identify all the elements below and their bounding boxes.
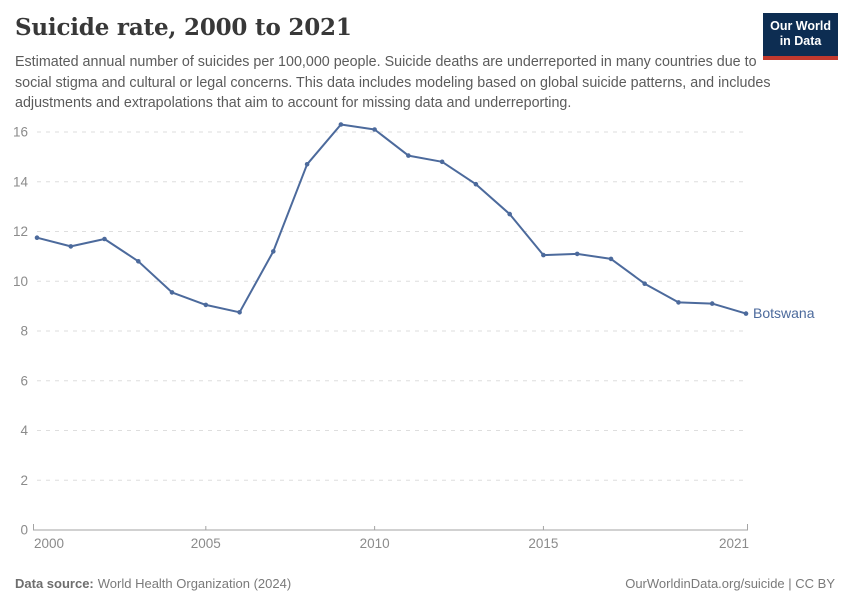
- data-point-marker: [34, 235, 40, 240]
- data-point-marker: [743, 311, 749, 316]
- line-chart: 0 2 4 6 8 10 12 14 16 2000 2005 2010 2015 2021 Botswan…: [13, 122, 815, 551]
- data-point-marker: [372, 127, 377, 132]
- x-tick-label: 2015: [528, 536, 558, 551]
- data-point-marker: [642, 281, 647, 286]
- y-tick-label: 8: [20, 324, 28, 339]
- data-point-marker: [541, 252, 546, 258]
- x-tick-label: 2010: [360, 536, 390, 551]
- data-point-marker: [574, 251, 580, 257]
- data-point-marker: [439, 159, 445, 165]
- data-source-value: World Health Organization (2024): [97, 576, 292, 591]
- data-point-marker: [304, 162, 310, 167]
- data-point-marker: [338, 122, 344, 127]
- owid-logo-line1: Our World: [770, 19, 831, 33]
- data-point-marker: [169, 290, 175, 295]
- data-point-marker: [136, 259, 141, 264]
- x-tick-label: 2021: [719, 536, 749, 551]
- data-source: Data source: World Health Organization (2…: [15, 576, 291, 591]
- y-tick-label: 16: [13, 125, 28, 140]
- data-point-marker: [102, 236, 107, 242]
- chart-subtitle: Estimated annual number of suicides per …: [15, 54, 771, 112]
- data-point-marker: [406, 153, 411, 158]
- data-source-label: Data source:: [15, 576, 94, 591]
- y-tick-label: 4: [20, 423, 28, 438]
- owid-logo-line2: in Data: [779, 34, 822, 49]
- data-point-marker: [709, 301, 715, 306]
- data-point-marker: [507, 211, 512, 217]
- data-point-marker: [473, 181, 479, 187]
- data-point-marker: [676, 300, 681, 305]
- y-tick-label: 10: [13, 274, 28, 289]
- series-line: [36, 123, 747, 315]
- chart-footer: Data source: World Health Organization (2…: [15, 576, 835, 591]
- y-tick-label: 12: [13, 224, 28, 239]
- credit-link[interactable]: OurWorldinData.org/suicide | CC BY: [625, 576, 835, 591]
- x-tick-label: 2000: [34, 536, 64, 551]
- data-point-marker: [203, 302, 209, 308]
- y-tick-label: 6: [20, 373, 28, 388]
- x-tick-label: 2005: [191, 536, 221, 551]
- data-point-marker: [68, 244, 74, 249]
- series-end-label: Botswana: [753, 305, 815, 321]
- y-tick-label: 14: [13, 174, 29, 189]
- y-tick-label: 0: [20, 523, 28, 538]
- y-tick-label: 2: [20, 473, 28, 488]
- data-point-marker: [271, 249, 276, 254]
- data-point-marker: [608, 256, 614, 262]
- page-title: Suicide rate, 2000 to 2021: [15, 14, 352, 41]
- data-point-marker: [237, 310, 242, 315]
- owid-logo[interactable]: Our World in Data: [763, 13, 838, 60]
